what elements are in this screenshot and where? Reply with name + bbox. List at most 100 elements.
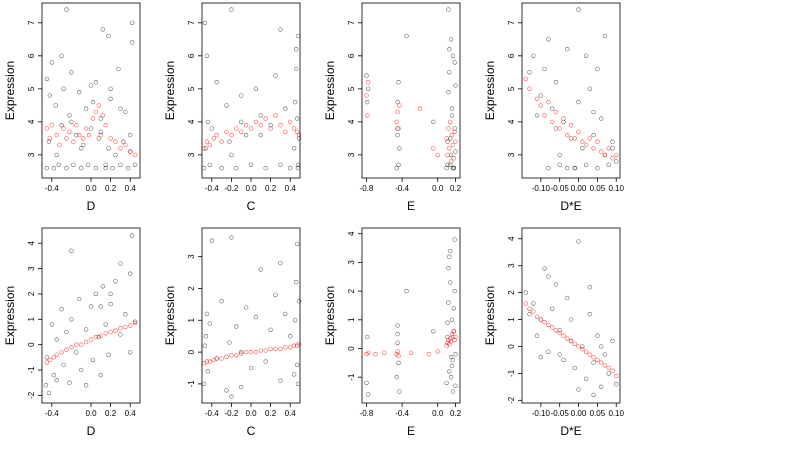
data-point-observed xyxy=(534,333,540,338)
data-point-fitted xyxy=(88,337,94,342)
data-point-observed xyxy=(227,139,232,144)
data-point-fitted xyxy=(602,152,608,158)
data-point-observed xyxy=(234,165,239,171)
data-point-observed xyxy=(394,165,399,171)
data-point-observed xyxy=(268,327,273,332)
y-tick-label: -2 xyxy=(27,391,36,399)
data-point-observed xyxy=(449,113,455,118)
data-point-observed xyxy=(253,86,259,91)
data-point-observed xyxy=(450,165,456,171)
data-point-fitted xyxy=(96,103,101,108)
panel-4: -0.10 -0.05 0.00 0.05 0.10 3 4 5 6 7 D*E Expression xyxy=(483,2,625,213)
data-point-observed xyxy=(128,271,133,276)
data-point-observed xyxy=(108,301,113,307)
x-tick-label: 0.2 xyxy=(265,184,277,193)
data-point-observed xyxy=(446,90,451,95)
y-tick-label: 2 xyxy=(27,291,36,296)
data-point-observed xyxy=(576,239,581,244)
data-point-observed xyxy=(43,383,49,388)
data-point-fitted xyxy=(263,116,268,121)
data-point-observed xyxy=(96,136,101,141)
data-point-observed xyxy=(263,359,268,364)
plot-frame xyxy=(521,227,621,404)
data-point-observed xyxy=(44,355,50,360)
plot-frame xyxy=(41,2,141,179)
data-point-fitted xyxy=(568,338,574,344)
data-point-fitted xyxy=(113,328,118,333)
data-point-fitted xyxy=(64,347,69,352)
data-point-fitted xyxy=(444,136,449,141)
data-point-observed xyxy=(227,340,232,345)
data-point-fitted xyxy=(132,152,138,158)
y-tick-label: 6 xyxy=(507,53,516,58)
x-tick-label: 0.0 xyxy=(245,409,257,418)
series-observed xyxy=(364,237,458,397)
data-point-fitted xyxy=(610,156,615,161)
data-point-fitted xyxy=(435,349,440,354)
data-point-fitted xyxy=(395,109,400,115)
data-point-observed xyxy=(44,165,50,171)
data-point-observed xyxy=(444,165,449,171)
data-point-observed xyxy=(93,291,99,297)
data-point-observed xyxy=(366,392,371,397)
data-point-observed xyxy=(229,235,234,240)
data-point-fitted xyxy=(452,129,457,134)
data-point-fitted xyxy=(546,99,551,105)
data-point-observed xyxy=(243,305,249,310)
series-fitted xyxy=(523,301,619,379)
data-point-observed xyxy=(292,99,298,105)
data-point-observed xyxy=(130,233,135,238)
y-tick-label: 3 xyxy=(347,260,356,265)
y-tick-label: 0 xyxy=(347,346,356,351)
data-point-fitted xyxy=(108,329,113,335)
data-point-fitted xyxy=(248,349,254,355)
data-point-observed xyxy=(128,132,133,138)
series-observed xyxy=(201,235,302,399)
data-point-observed xyxy=(583,53,589,58)
data-point-observed xyxy=(229,394,234,399)
y-tick-label: -2 xyxy=(507,396,516,404)
x-tick-label: -0.4 xyxy=(395,409,409,418)
x-tick-label: 0.4 xyxy=(125,409,137,418)
data-point-observed xyxy=(445,139,450,144)
data-point-observed xyxy=(243,132,249,138)
data-point-fitted xyxy=(565,336,570,341)
x-axis-label: E xyxy=(407,199,415,213)
data-point-fitted xyxy=(71,139,76,144)
data-point-observed xyxy=(531,301,536,306)
x-tick-label: 0.2 xyxy=(265,409,277,418)
data-point-fitted xyxy=(397,103,402,108)
data-point-observed xyxy=(527,70,532,75)
y-tick-label: 2 xyxy=(187,286,196,291)
data-point-fitted xyxy=(288,119,293,125)
data-point-observed xyxy=(447,254,452,259)
data-point-fitted xyxy=(553,109,559,115)
data-point-observed xyxy=(550,106,555,111)
x-tick-label: -0.05 xyxy=(551,184,570,193)
series-observed xyxy=(364,7,458,171)
data-point-observed xyxy=(396,80,401,85)
data-point-observed xyxy=(205,369,211,374)
x-tick-label: -0.05 xyxy=(551,409,570,418)
data-point-observed xyxy=(295,33,301,39)
data-point-observed xyxy=(278,260,283,266)
data-point-fitted xyxy=(449,132,455,138)
data-point-fitted xyxy=(291,126,297,131)
data-point-observed xyxy=(553,126,559,131)
data-point-observed xyxy=(59,307,64,312)
data-point-observed xyxy=(546,349,551,354)
data-point-observed xyxy=(294,116,300,121)
data-point-observed xyxy=(202,20,208,25)
data-point-fitted xyxy=(580,139,585,144)
data-point-fitted xyxy=(263,348,268,353)
data-point-fitted xyxy=(382,350,387,355)
data-point-fitted xyxy=(86,132,92,138)
data-point-observed xyxy=(46,139,52,144)
data-point-observed xyxy=(54,378,59,383)
data-point-fitted xyxy=(561,116,566,121)
data-point-fitted xyxy=(253,349,259,355)
y-tick-label: 4 xyxy=(347,119,356,124)
data-point-fitted xyxy=(550,119,555,125)
y-tick-label: 1 xyxy=(347,317,356,322)
y-tick-label: 7 xyxy=(507,20,516,25)
